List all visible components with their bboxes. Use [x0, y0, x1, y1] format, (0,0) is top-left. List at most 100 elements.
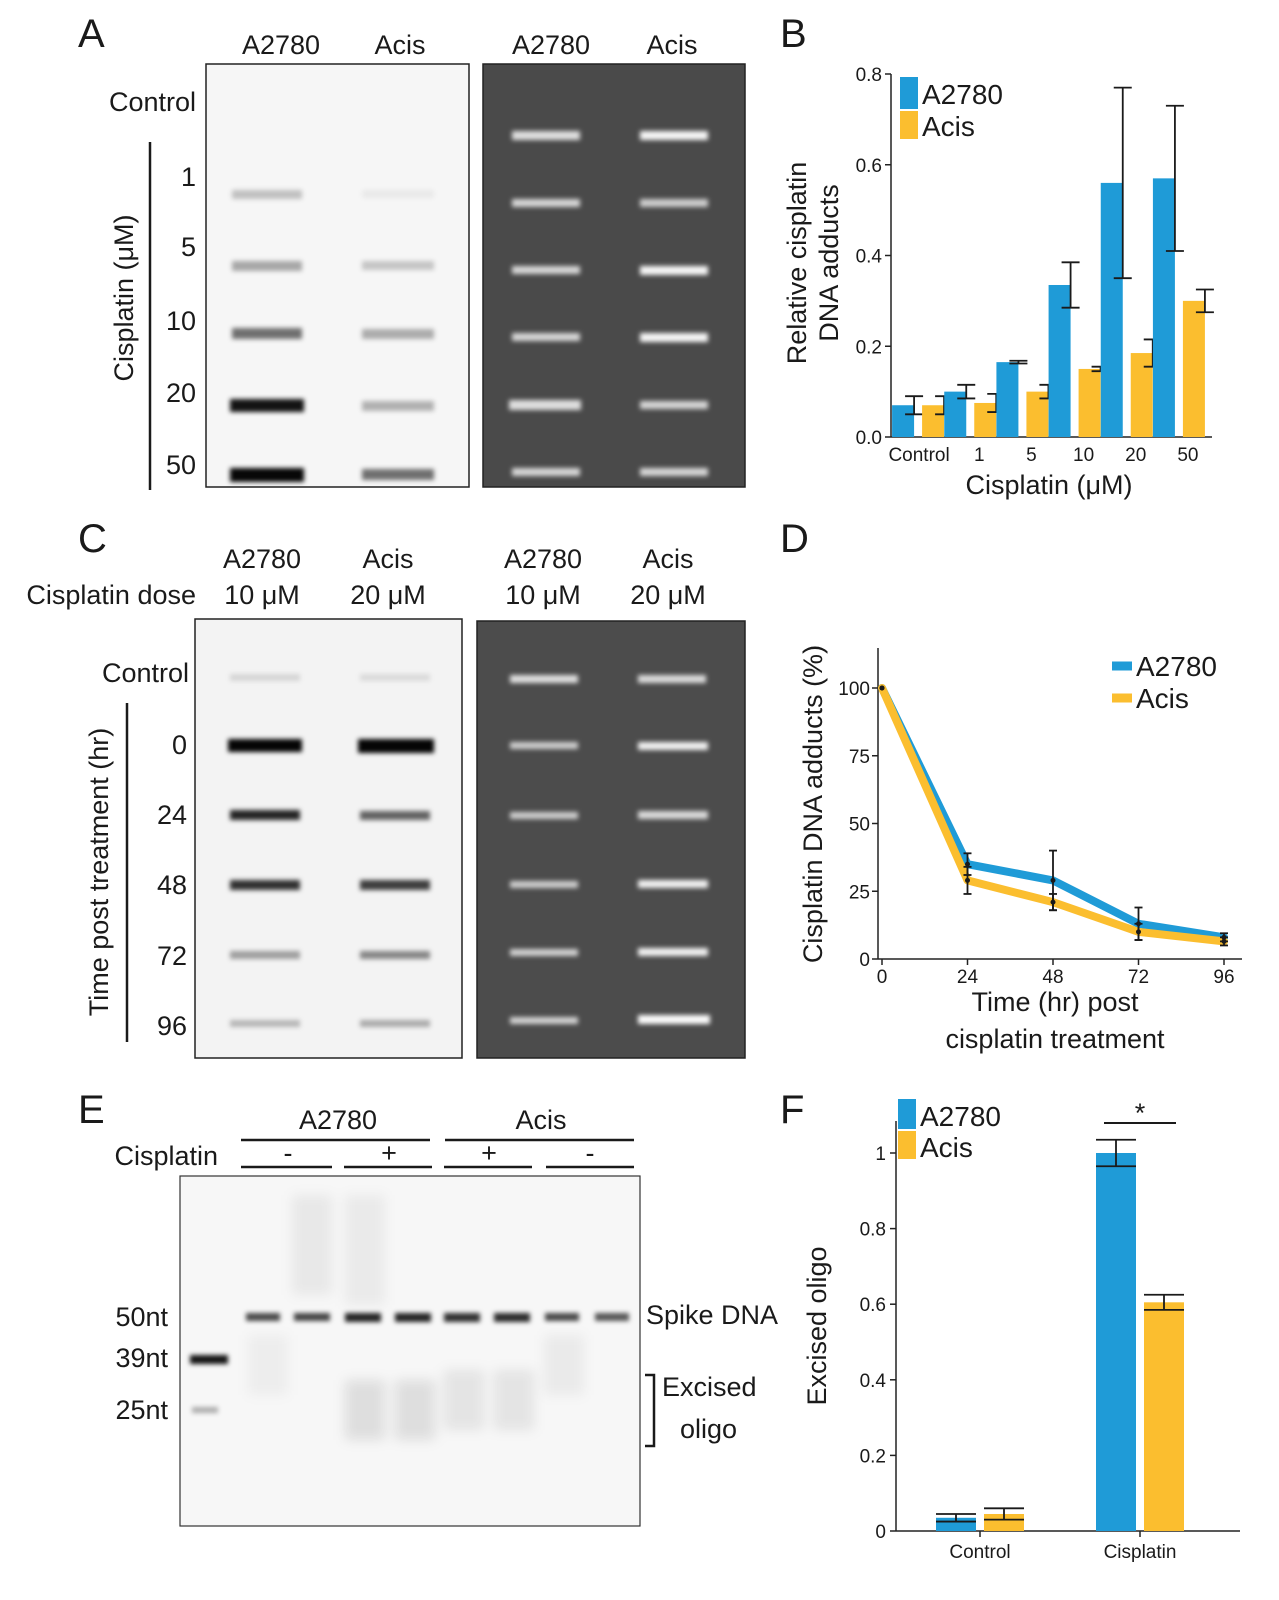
chart-d-point-acis [1136, 929, 1141, 935]
chart-b-ytick-label: 0.6 [856, 156, 882, 177]
chart-d-xtick-label: 72 [1128, 967, 1149, 988]
gel-e-bands [190, 1313, 629, 1413]
chart-d-point-a2780 [965, 861, 970, 867]
blot-c-col-dose: 20 μM [630, 580, 706, 610]
chart-f-significance: * [1104, 1098, 1176, 1128]
blot-band [638, 675, 706, 683]
chart-d-xlabel-line: Time (hr) post [971, 987, 1139, 1017]
blot-band [360, 674, 430, 681]
significance-star: * [1135, 1098, 1146, 1128]
blot-band [232, 328, 302, 339]
panel-label-b: B [780, 12, 807, 56]
gel-e-sign: + [481, 1138, 497, 1168]
blot-a-row-label: 5 [181, 232, 196, 262]
gel-e-group-a2780: A2780 [299, 1105, 377, 1135]
chart-b-xtick-label: 5 [1026, 445, 1037, 466]
chart-d-ytick-label: 100 [838, 679, 870, 700]
blot-a-col-a2780-loading: A2780 [512, 30, 590, 60]
gel-e-excised-label: Excised [662, 1372, 757, 1402]
chart-f-ytick-label: 0 [875, 1522, 886, 1543]
blot-band [510, 949, 578, 956]
gel-e-cisplatin-label: Cisplatin [114, 1141, 218, 1171]
blot-c-dose-label: Cisplatin dose [26, 580, 196, 610]
chart-b-ylabel-line: DNA adducts [814, 184, 844, 342]
chart-d-ytick-label: 25 [849, 882, 870, 903]
blot-band [230, 1020, 300, 1027]
chart-b-bar-a2780 [944, 391, 967, 437]
gel-e-marker-50: 50nt [115, 1302, 168, 1332]
blot-c-row-label: 48 [157, 870, 187, 900]
blot-a-col-a2780: A2780 [242, 30, 320, 60]
chart-f-legend: A2780 Acis [898, 1099, 1001, 1163]
legend-label-a2780: A2780 [920, 1101, 1001, 1132]
blot-band [228, 739, 302, 752]
gel-band [595, 1313, 629, 1321]
blot-a-adduct-membrane [205, 63, 470, 488]
blot-band [638, 948, 708, 956]
legend-label-acis: Acis [922, 111, 975, 142]
chart-b-ytick-label: 0.2 [856, 337, 882, 358]
chart-b-xtick-label: 1 [974, 445, 985, 466]
chart-b-legend: A2780 Acis [900, 77, 1003, 142]
blot-a-col-acis-loading: Acis [646, 30, 697, 60]
blot-a-row-label: 10 [166, 306, 196, 336]
panel-label-d: D [780, 517, 809, 561]
gel-band [294, 1313, 330, 1321]
blot-band [360, 1020, 430, 1027]
chart-f-ytick-label: 0.4 [860, 1371, 887, 1392]
gel-band [395, 1313, 431, 1322]
chart-f-ytick-label: 0.6 [860, 1295, 886, 1316]
blot-band [230, 674, 300, 681]
chart-b: 0.0 0.2 0.4 0.6 0.8 Control 1 5 10 20 50 Relative… [782, 65, 1214, 500]
gel-e-excised-label: oligo [680, 1414, 737, 1444]
chart-b-xtick-label: 20 [1125, 445, 1146, 466]
chart-b-bar-acis [1130, 353, 1153, 437]
chart-f-ytick-label: 0.2 [860, 1446, 886, 1467]
blot-a-row-label: 50 [166, 450, 196, 480]
legend-swatch-a2780 [898, 1099, 916, 1129]
chart-b-xtick-label: 10 [1073, 445, 1094, 466]
blot-band [510, 1017, 578, 1024]
gel-e-spike-label: Spike DNA [646, 1300, 778, 1330]
blot-band [512, 333, 580, 341]
chart-b-ytick-label: 0.0 [856, 428, 882, 449]
blot-band [510, 812, 578, 819]
chart-b-bar-a2780 [1048, 284, 1071, 437]
blot-c-adduct-membrane [194, 618, 463, 1059]
legend-label-acis: Acis [920, 1132, 973, 1163]
blot-a-row-label: 1 [181, 162, 196, 192]
legend-label-acis: Acis [1136, 683, 1189, 714]
gel-band [246, 1313, 280, 1321]
chart-f-bar-a2780 [1096, 1153, 1136, 1531]
blot-c-loading-membrane [476, 620, 746, 1059]
panel-label-e: E [78, 1088, 105, 1132]
chart-d-xlabel-line: cisplatin treatment [945, 1024, 1165, 1054]
chart-b-bar-a2780 [996, 362, 1019, 437]
blot-a-col-acis: Acis [374, 30, 425, 60]
chart-f-bar-acis [1144, 1302, 1184, 1531]
chart-b-bar-a2780 [1152, 178, 1175, 438]
blot-a-loading-membrane [482, 63, 746, 488]
chart-d-xtick-label: 24 [957, 967, 979, 988]
chart-d-legend: A2780 Acis [1112, 651, 1217, 714]
blot-band [230, 951, 300, 959]
blot-band [512, 468, 580, 476]
chart-b-bar-a2780 [892, 405, 915, 437]
blot-c-row-label: 0 [172, 730, 187, 760]
blot-band [512, 131, 580, 140]
chart-b-bar-acis [1182, 300, 1205, 437]
chart-b-bar-acis [974, 402, 997, 437]
blot-band [360, 811, 430, 820]
panel-a: A2780 Acis A2780 Acis Control Cisplatin … [109, 30, 746, 490]
legend-label-a2780: A2780 [1136, 651, 1217, 682]
blot-band [230, 880, 300, 890]
panel-label-c: C [78, 517, 107, 561]
legend-swatch-acis [900, 111, 918, 139]
blot-c-col-dose: 20 μM [350, 580, 426, 610]
gel-band [444, 1313, 480, 1322]
blot-c-row-label: 24 [157, 800, 187, 830]
blot-band [512, 199, 580, 207]
chart-b-ytick-label: 0.4 [856, 247, 883, 268]
blot-band [640, 333, 708, 342]
